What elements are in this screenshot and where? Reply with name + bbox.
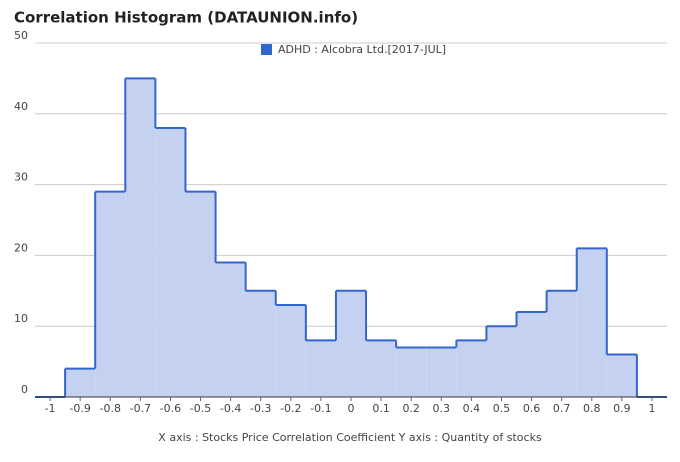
y-tick-label: 30 (14, 171, 28, 184)
x-tick-label: -0.7 (130, 402, 151, 415)
x-tick-label: 0.1 (372, 402, 390, 415)
x-tick-label: -0.3 (250, 402, 271, 415)
x-tick-label: 0.7 (553, 402, 571, 415)
bar (335, 290, 367, 397)
bar (275, 304, 306, 397)
bar (456, 340, 487, 397)
x-axis-label: X axis : Stocks Price Correlation Coeffi… (158, 431, 542, 444)
x-tick-label: -0.9 (69, 402, 90, 415)
x-tick-label: 0 (348, 402, 355, 415)
bar (185, 191, 216, 397)
x-tick-label: -0.8 (100, 402, 121, 415)
bar (546, 290, 577, 397)
bar (486, 326, 517, 397)
bar (606, 354, 637, 397)
x-tick-label: -1 (45, 402, 56, 415)
bar (125, 78, 156, 398)
x-tick-label: 0.8 (583, 402, 601, 415)
y-tick-label: 40 (14, 100, 28, 113)
bar (245, 290, 276, 397)
bar (516, 312, 547, 397)
x-tick-label: 0.2 (402, 402, 420, 415)
bar (65, 368, 96, 397)
y-tick-label: 10 (14, 312, 28, 325)
x-tick-label: -0.6 (160, 402, 181, 415)
x-tick-label: 0.6 (523, 402, 541, 415)
bar (396, 347, 427, 397)
bar (426, 347, 457, 397)
x-tick-label: -0.5 (190, 402, 211, 415)
y-tick-label: 0 (21, 383, 28, 396)
y-tick-label: 20 (14, 241, 28, 254)
x-tick-label: 1 (648, 402, 655, 415)
x-tick-label: -0.2 (280, 402, 301, 415)
x-tick-label: 0.5 (493, 402, 511, 415)
bar (366, 340, 397, 397)
x-tick-label: 0.4 (463, 402, 481, 415)
bar (215, 262, 246, 397)
bar (95, 191, 126, 397)
y-tick-label: 50 (14, 29, 28, 42)
bar (305, 340, 336, 397)
x-tick-label: 0.9 (613, 402, 631, 415)
chart-title: Correlation Histogram (DATAUNION.info) (14, 9, 358, 27)
x-tick-label: -0.1 (310, 402, 331, 415)
bar (155, 127, 186, 398)
legend-swatch (261, 44, 272, 55)
x-tick-label: -0.4 (220, 402, 241, 415)
x-tick-label: 0.3 (433, 402, 451, 415)
bar (576, 248, 607, 397)
legend-label: ADHD : Alcobra Ltd.[2017-JUL] (278, 43, 446, 56)
